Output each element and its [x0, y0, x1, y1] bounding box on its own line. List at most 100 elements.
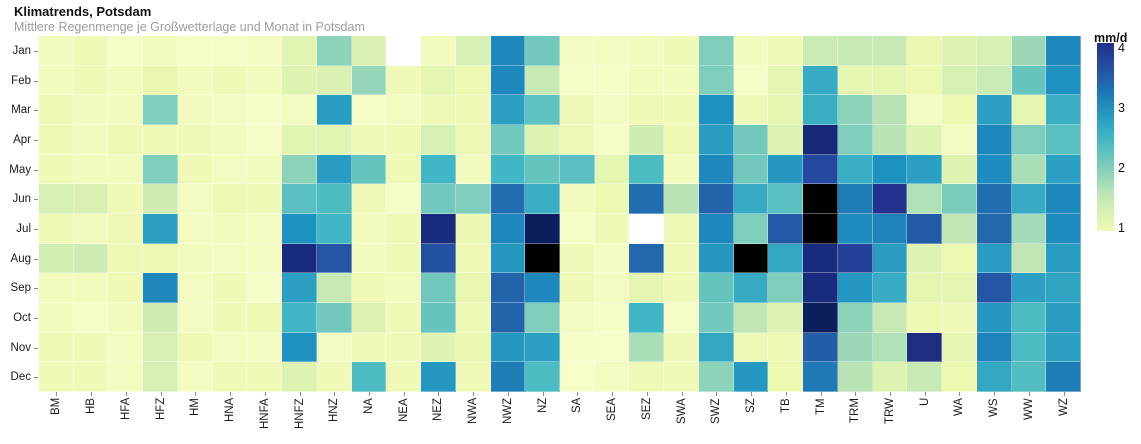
heatmap-cell	[421, 184, 456, 214]
heatmap-cell	[907, 36, 943, 66]
heatmap-cell	[143, 65, 178, 96]
heatmap-cell	[39, 36, 74, 66]
heatmap-cell	[1046, 362, 1081, 392]
heatmap-cell	[490, 302, 526, 333]
heatmap-cell	[768, 95, 804, 125]
heatmap-cell	[803, 95, 838, 125]
heatmap-cell	[525, 213, 560, 244]
x-axis-label: HNFA	[258, 398, 271, 429]
y-axis-tick	[34, 258, 38, 260]
heatmap-cell	[386, 243, 422, 274]
heatmap-cell	[525, 95, 560, 125]
heatmap-cell	[143, 36, 178, 66]
heatmap-cell	[455, 184, 491, 214]
heatmap-cell	[942, 213, 977, 244]
heatmap-cell	[490, 332, 526, 363]
y-axis-tick	[34, 377, 38, 379]
heatmap-cell	[282, 273, 317, 303]
heatmap-cell	[872, 273, 908, 303]
heatmap-cell	[907, 154, 943, 185]
heatmap-cell	[698, 273, 734, 303]
heatmap-cell	[1046, 65, 1081, 96]
x-axis-label: NWA	[467, 398, 480, 425]
heatmap-cell	[629, 243, 665, 274]
heatmap-cell	[108, 95, 144, 125]
x-axis-label: WZ	[1057, 398, 1070, 416]
heatmap-cell	[212, 65, 248, 96]
heatmap-cell	[39, 213, 74, 244]
heatmap-cell	[247, 302, 283, 333]
heatmap-cell	[316, 184, 352, 214]
heatmap-cell	[212, 243, 248, 274]
heatmap-cell	[39, 154, 74, 185]
heatmap-cell	[907, 213, 943, 244]
heatmap-cell	[942, 184, 977, 214]
heatmap-cell	[803, 302, 838, 333]
heatmap-cell	[316, 213, 352, 244]
heatmap-cell	[733, 362, 769, 392]
heatmap-cell	[386, 302, 422, 333]
heatmap-cell	[455, 213, 491, 244]
heatmap-cell	[1011, 36, 1047, 66]
x-axis-tick	[91, 392, 93, 396]
x-axis-tick	[889, 392, 891, 396]
x-axis-label: HM	[189, 398, 202, 416]
heatmap-cell	[976, 332, 1012, 363]
heatmap-cell	[803, 213, 838, 244]
y-axis-tick	[34, 199, 38, 201]
heatmap-cell	[664, 332, 699, 363]
x-axis-label: HFA	[119, 398, 132, 421]
heatmap-cell	[455, 302, 491, 333]
heatmap-cell	[803, 124, 838, 155]
heatmap-cell	[698, 65, 734, 96]
heatmap-cell	[976, 65, 1012, 96]
heatmap-cell	[942, 124, 977, 155]
x-axis-tick	[125, 392, 127, 396]
heatmap-cell	[768, 124, 804, 155]
heatmap-cell	[907, 243, 943, 274]
heatmap-cell	[907, 362, 943, 392]
heatmap-cell	[351, 36, 387, 66]
y-axis-tick	[34, 50, 38, 52]
heatmap-cell	[247, 332, 283, 363]
heatmap-cell	[73, 362, 109, 392]
heatmap-cell	[594, 362, 630, 392]
legend-tick-label: 3	[1118, 100, 1125, 115]
heatmap-cell	[803, 332, 838, 363]
heatmap-cell	[872, 95, 908, 125]
heatmap-cell	[247, 36, 283, 66]
heatmap-cell	[872, 243, 908, 274]
heatmap-cell	[768, 332, 804, 363]
heatmap-cell	[594, 95, 630, 125]
heatmap-cell	[421, 213, 456, 244]
heatmap-cell	[525, 273, 560, 303]
heatmap-cell	[455, 36, 491, 66]
heatmap-cell	[872, 36, 908, 66]
heatmap-cell	[108, 243, 144, 274]
heatmap-cell	[976, 362, 1012, 392]
heatmap-cell	[837, 154, 873, 185]
heatmap-plot	[39, 36, 1081, 392]
heatmap-cell	[212, 213, 248, 244]
heatmap-cell	[733, 213, 769, 244]
heatmap-cell	[525, 65, 560, 96]
heatmap-cell	[351, 124, 387, 155]
heatmap-cell	[247, 213, 283, 244]
heatmap-cell	[803, 65, 838, 96]
heatmap-cell	[455, 273, 491, 303]
heatmap-cell	[1011, 332, 1047, 363]
x-axis-tick	[820, 392, 822, 396]
heatmap-cell	[629, 184, 665, 214]
heatmap-cell	[768, 273, 804, 303]
x-axis-label: NZ	[536, 398, 549, 414]
heatmap-cell	[698, 302, 734, 333]
heatmap-cell	[490, 213, 526, 244]
heatmap-cell	[803, 362, 838, 392]
heatmap-cell	[212, 154, 248, 185]
heatmap-cell	[177, 65, 213, 96]
heatmap-cell	[351, 302, 387, 333]
heatmap-cell	[177, 332, 213, 363]
heatmap-cell	[177, 213, 213, 244]
heatmap-cell	[594, 124, 630, 155]
heatmap-cell	[247, 273, 283, 303]
